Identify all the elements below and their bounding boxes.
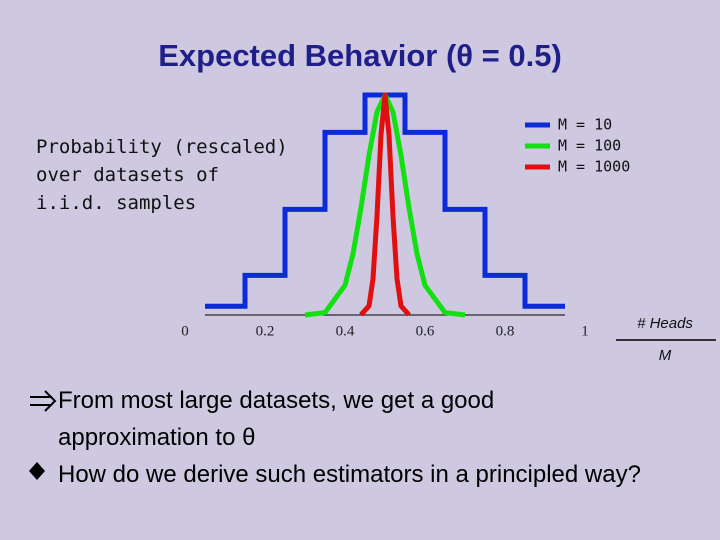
x-axis-label: # Heads: [637, 315, 693, 332]
slide-title: Expected Behavior (θ = 0.5): [158, 38, 562, 73]
series-line: [359, 92, 411, 317]
x-tick-label: 0.4: [336, 323, 355, 339]
diamond-bullet: [29, 462, 45, 480]
x-tick-label: 0.2: [256, 323, 275, 339]
x-tick-label: 1: [581, 323, 589, 339]
x-axis-label: M: [659, 347, 672, 364]
y-axis-label: Probability (rescaled) over datasets of …: [36, 136, 288, 214]
legend-label: M = 10: [558, 116, 612, 134]
legend-label: M = 1000: [558, 158, 630, 176]
series-line: [205, 92, 565, 309]
arrow-bullet: [30, 390, 57, 412]
legend-label: M = 100: [558, 137, 621, 155]
x-tick-label: 0.6: [416, 323, 435, 339]
x-tick-label: 0.8: [496, 323, 515, 339]
bullet-text: How do we derive such estimators in a pr…: [58, 461, 641, 488]
series-line: [304, 92, 466, 318]
x-tick-label: 0: [181, 323, 189, 339]
bullet-text: From most large datasets, we get a good …: [58, 387, 495, 451]
